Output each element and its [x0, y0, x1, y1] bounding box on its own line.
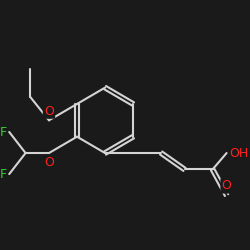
Text: O: O — [222, 179, 232, 192]
Text: F: F — [0, 126, 6, 138]
Text: O: O — [44, 104, 54, 118]
Text: OH: OH — [230, 146, 249, 160]
Text: O: O — [44, 156, 54, 169]
Text: F: F — [0, 168, 6, 180]
Text: O: O — [222, 179, 232, 192]
Text: O: O — [44, 156, 54, 169]
Text: O: O — [44, 104, 54, 118]
Text: F: F — [0, 126, 6, 138]
Text: OH: OH — [230, 146, 249, 160]
Text: F: F — [0, 168, 6, 180]
